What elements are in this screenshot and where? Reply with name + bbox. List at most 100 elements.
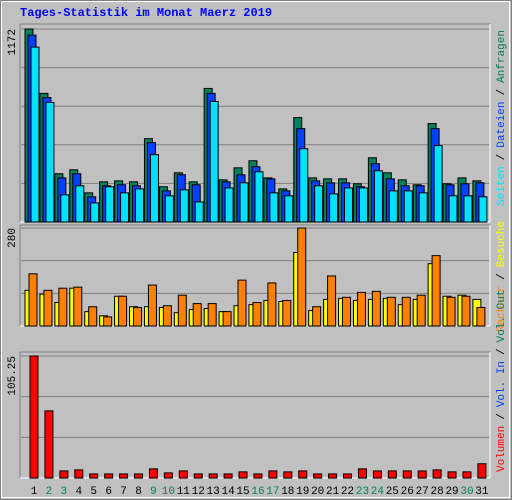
bar <box>448 195 458 223</box>
x-tick-label: 7 <box>120 486 127 498</box>
bar <box>118 295 128 327</box>
legend-entry: Anfragen <box>496 30 508 83</box>
bar <box>357 468 367 479</box>
bar <box>327 275 337 327</box>
bar <box>372 470 382 479</box>
bar <box>28 273 38 327</box>
x-tick-label: 30 <box>460 486 473 498</box>
bar <box>222 311 232 327</box>
legend-separator: / <box>496 89 508 96</box>
x-tick-label: 19 <box>296 486 309 498</box>
bar <box>194 201 204 223</box>
legend-entry: Besuche <box>496 221 508 267</box>
x-tick-label: 11 <box>177 486 191 498</box>
bar <box>135 188 145 223</box>
y-tick-label: 280 <box>7 228 19 248</box>
bar <box>120 192 130 223</box>
bar <box>105 186 115 223</box>
bar <box>298 470 308 479</box>
bar <box>463 195 473 223</box>
legend-entry: Seiten <box>496 166 508 206</box>
bar <box>386 296 396 327</box>
bar <box>297 227 307 327</box>
bar <box>371 290 381 327</box>
bar <box>90 202 100 223</box>
bar <box>58 287 68 327</box>
bar <box>342 296 352 327</box>
bar <box>387 470 397 479</box>
bar <box>433 145 443 223</box>
x-tick-label: 8 <box>135 486 142 498</box>
bar <box>75 185 85 223</box>
bar <box>193 473 203 479</box>
bar <box>147 284 157 327</box>
legend: Volumen / Vol. In / Vol. Out <box>496 290 508 472</box>
legend-separator: / <box>496 273 508 280</box>
x-tick-label: 1 <box>31 486 38 498</box>
x-tick-label: 25 <box>386 486 399 498</box>
x-tick-label: 16 <box>251 486 264 498</box>
bar <box>254 171 264 223</box>
bar <box>417 470 427 479</box>
bar <box>312 306 322 327</box>
x-tick-label: 20 <box>311 486 324 498</box>
x-tick-label: 4 <box>75 486 82 498</box>
x-tick-label: 5 <box>90 486 97 498</box>
bar <box>253 473 263 479</box>
bar <box>60 194 70 223</box>
bar <box>149 154 159 223</box>
x-tick-label: 22 <box>341 486 354 498</box>
bar <box>103 316 113 327</box>
panel <box>19 351 491 479</box>
bar <box>462 471 472 479</box>
bar <box>148 468 158 479</box>
bar <box>134 473 144 479</box>
bar <box>373 170 383 223</box>
x-tick-label: 29 <box>445 486 458 498</box>
x-tick-label: 3 <box>61 486 68 498</box>
bar <box>447 471 457 479</box>
bar <box>237 279 247 327</box>
bar <box>74 469 84 479</box>
bar <box>88 306 98 327</box>
bar <box>163 472 173 479</box>
bar <box>43 289 53 327</box>
bar <box>416 294 426 327</box>
bar <box>403 190 413 223</box>
bar <box>209 100 219 223</box>
x-tick-label: 24 <box>371 486 385 498</box>
legend-entry: Vol. In <box>496 361 508 407</box>
legend-entry: Rechner <box>496 286 508 332</box>
x-tick-label: 27 <box>416 486 429 498</box>
bar <box>178 470 188 479</box>
chart-title: Tages-Statistik im Monat Maerz 2019 <box>20 6 272 20</box>
bar <box>177 294 187 327</box>
bar <box>223 473 233 479</box>
y-tick-label: 1172 <box>7 29 19 55</box>
bar <box>418 192 428 223</box>
bar <box>388 190 398 223</box>
x-tick-label: 23 <box>356 486 369 498</box>
legend-separator: / <box>496 348 508 355</box>
bar <box>162 305 172 327</box>
x-tick-label: 6 <box>105 486 112 498</box>
bar <box>179 189 189 223</box>
bar <box>269 192 279 223</box>
bar <box>478 196 488 223</box>
panel <box>19 224 491 327</box>
x-tick-label: 10 <box>162 486 175 498</box>
bar <box>329 193 339 223</box>
legend-separator: / <box>496 413 508 420</box>
bar <box>207 303 217 327</box>
x-tick-label: 14 <box>221 486 235 498</box>
bar <box>238 471 248 479</box>
bar <box>314 185 324 223</box>
bar <box>133 306 143 327</box>
bar <box>268 470 278 479</box>
bar <box>358 187 368 223</box>
x-tick-label: 21 <box>326 486 340 498</box>
bar <box>59 470 69 479</box>
bar <box>432 469 442 479</box>
bar <box>208 473 218 479</box>
